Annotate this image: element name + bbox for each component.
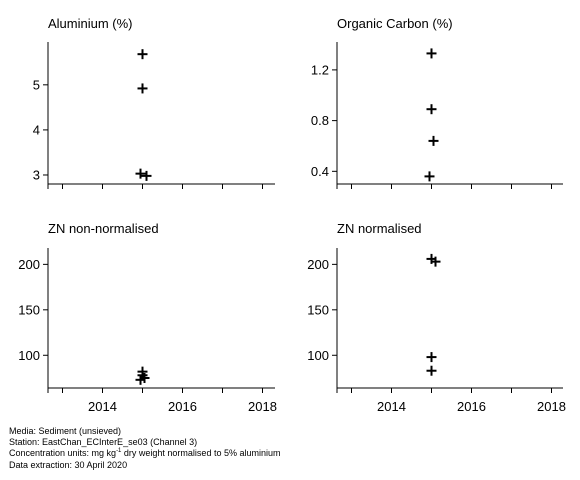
panel-2: Organic Carbon (%) 0.4 0.8 1.2 [311,16,563,189]
data-point [426,365,437,376]
panel-title: ZN normalised [337,221,422,236]
footer-units-exponent: -1 [116,448,122,455]
y-tick-label: 200 [307,257,329,272]
data-point [137,49,148,60]
data-point [430,256,441,267]
footer-station: Station: EastChan_ECInterE_se03 (Channel… [9,437,198,448]
data-point [135,374,146,385]
y-tick-label: 1.2 [311,62,329,77]
footer-media: Media: Sediment (unsieved) [9,426,122,436]
footer-units-suffix: dry weight normalised to 5% aluminium [121,448,281,459]
footer-units: Concentration units: mg kg-1 dry weight … [9,448,280,459]
y-tick-label: 200 [18,257,40,272]
footer-units-prefix: Concentration units: mg kg [9,448,117,459]
x-tick-label: 2016 [457,399,486,414]
x-tick-label: 2018 [537,399,566,414]
panel-4: ZN normalised 100 150 200 2014 2016 2018 [307,221,566,414]
x-tick-label: 2014 [377,399,406,414]
chart-footer: Media: Sediment (unsieved) Station: East… [9,426,280,471]
y-tick-label: 0.4 [311,164,329,179]
data-point [426,352,437,363]
y-tick-label: 100 [18,348,40,363]
data-point [428,135,439,146]
x-tick-label: 2014 [88,399,117,414]
panel-title: ZN non-normalised [48,221,159,236]
footer-extraction: Data extraction: 30 April 2020 [9,459,128,470]
y-tick-label: 5 [33,77,40,92]
chart-area: Aluminium (%) 3 4 5 Organic Carbon (%) 0.4 0.8… [18,16,566,414]
y-tick-label: 4 [33,122,40,137]
x-tick-label: 2018 [248,399,277,414]
y-tick-label: 3 [33,167,40,182]
data-point [135,168,146,179]
y-tick-label: 150 [18,302,40,317]
y-tick-label: 0.8 [311,113,329,128]
data-point [424,171,435,182]
y-tick-label: 100 [307,348,329,363]
data-point [137,83,148,94]
data-point [141,170,152,181]
data-point [426,48,437,59]
panel-title: Aluminium (%) [48,16,133,31]
x-tick-label: 2016 [168,399,197,414]
panel-3: ZN non-normalised 100 150 200 2014 2016 2018 [18,221,277,414]
panel-title: Organic Carbon (%) [337,16,453,31]
y-tick-label: 150 [307,302,329,317]
data-point [426,104,437,115]
panel-1: Aluminium (%) 3 4 5 [33,16,275,189]
